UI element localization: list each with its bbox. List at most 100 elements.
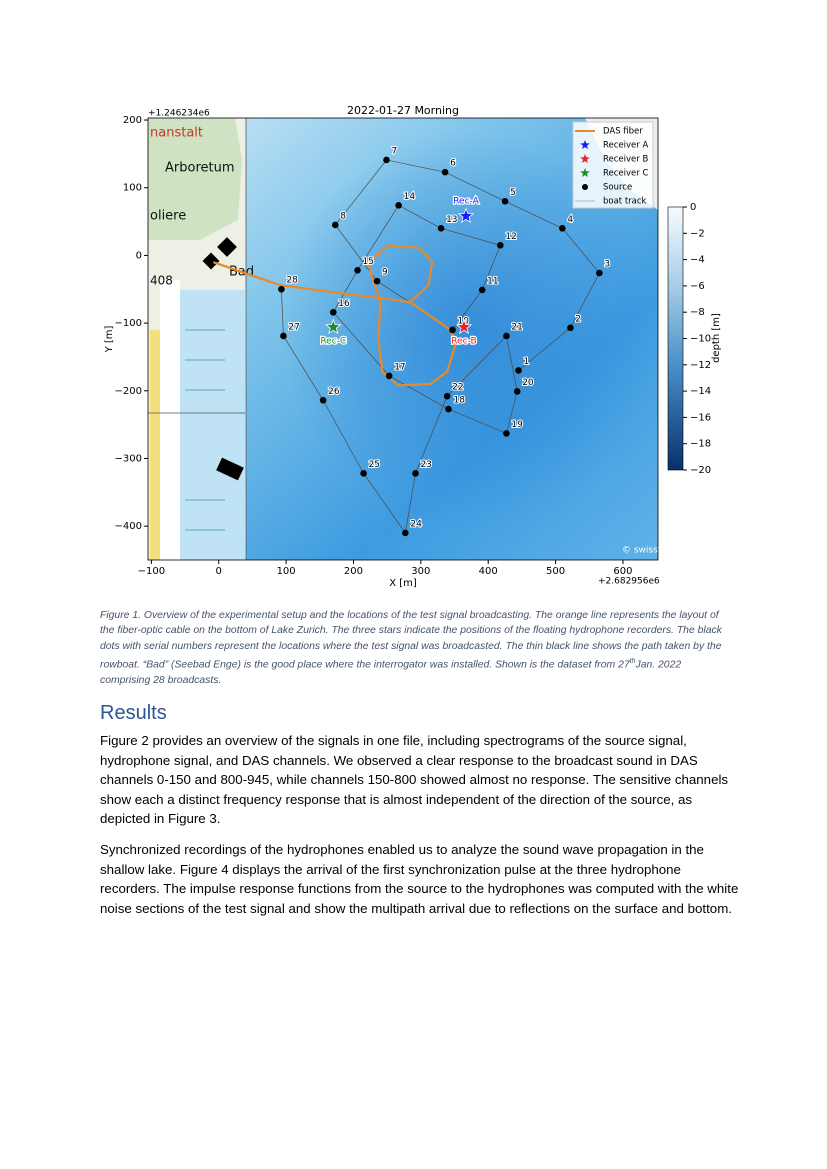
source-label: 19	[511, 420, 523, 430]
legend-label: boat track	[603, 197, 647, 207]
figure-caption: Figure 1. Overview of the experimental s…	[100, 608, 728, 689]
source-label: 27	[288, 322, 299, 332]
source-point	[503, 332, 510, 340]
legend-marker	[580, 140, 590, 149]
x-tick-label: 0	[216, 566, 222, 577]
legend	[572, 121, 654, 209]
source-label: 18	[453, 396, 465, 406]
x-tick-label: 600	[613, 566, 632, 577]
source-label: 8	[340, 211, 346, 221]
colorbar-label: depth [m]	[711, 313, 722, 363]
colorbar-tick-label: −4	[690, 255, 705, 266]
source-point	[437, 225, 445, 232]
legend-label: DAS fiber	[603, 127, 643, 137]
source-label: 11	[487, 276, 498, 286]
receiver-star	[455, 318, 473, 335]
source-label: 21	[511, 322, 522, 332]
source-label: 3	[604, 260, 610, 270]
colorbar-tick-label: −20	[690, 465, 711, 476]
source-label: 26	[328, 387, 340, 397]
source-point	[567, 324, 574, 332]
paragraph: Synchronized recordings of the hydrophon…	[100, 842, 739, 916]
source-label: 22	[452, 383, 463, 393]
source-label: 15	[363, 257, 374, 267]
source-label: 17	[394, 362, 405, 372]
source-label: 7	[391, 146, 397, 156]
source-label: 16	[338, 299, 350, 309]
fiber-line	[212, 244, 457, 387]
source-point	[443, 392, 451, 400]
colorbar-tick-label: −12	[690, 360, 711, 371]
legend-marker	[580, 168, 590, 177]
source-label: 2	[575, 314, 581, 324]
source-point	[383, 156, 390, 164]
receiver-label: Rec-C	[320, 337, 346, 347]
source-point	[497, 241, 504, 249]
colorbar-tick-label: −16	[690, 412, 711, 423]
chart-title: 2022-01-27 Morning	[347, 104, 459, 117]
caption-text: Jan. 2022 comprising 28 broadcasts.	[100, 659, 682, 687]
y-offset: +1.246234e6	[148, 109, 210, 119]
source-point	[412, 470, 419, 477]
source-label: 23	[420, 460, 431, 470]
legend-label: Receiver B	[603, 155, 648, 165]
map-label: © swisstopo	[622, 546, 679, 556]
section-heading: Results	[100, 702, 167, 724]
source-label: 1	[524, 357, 530, 367]
source-label: 4	[567, 215, 573, 225]
y-tick-label: −400	[115, 521, 142, 532]
y-tick-label: 0	[136, 250, 142, 261]
y-tick-label: −200	[115, 386, 142, 397]
x-axis-label: X [m]	[389, 578, 417, 589]
source-label: 25	[369, 460, 380, 470]
colorbar-tick-label: −2	[690, 228, 705, 239]
source-point	[278, 285, 285, 293]
legend-label: Source	[603, 183, 632, 193]
legend-marker	[582, 184, 588, 190]
y-tick-label: 100	[123, 183, 142, 194]
receiver-label: Rec-B	[451, 337, 476, 347]
source-point	[559, 225, 566, 232]
colorbar-tick-label: −6	[690, 281, 705, 292]
map-label: Arboretum	[165, 161, 235, 176]
boat-track	[281, 159, 600, 534]
source-label: 12	[505, 232, 516, 242]
source-point	[501, 197, 509, 205]
plot-frame	[147, 117, 659, 561]
figure: 2022-01-27 Morning +1.246234e6 +2.682956…	[104, 104, 722, 589]
y-axis-label: Y [m]	[104, 325, 115, 353]
source-point	[280, 332, 287, 340]
x-tick-label: 300	[411, 566, 430, 577]
source-label: 5	[510, 188, 516, 198]
source-label: 28	[286, 276, 298, 286]
x-tick-label: 200	[344, 566, 363, 577]
y-tick-label: −300	[115, 453, 142, 464]
source-point	[395, 202, 402, 209]
source-point	[385, 372, 393, 380]
receiver-star	[457, 207, 475, 224]
source-label: 24	[410, 519, 422, 529]
source-point	[596, 269, 603, 277]
source-point	[319, 396, 327, 404]
map-label: 408	[150, 274, 173, 288]
colorbar-tick-label: −8	[690, 307, 705, 318]
x-tick-label: −100	[138, 566, 165, 577]
map-label: oliere	[150, 209, 186, 224]
source-point	[402, 529, 409, 537]
y-tick-label: −100	[115, 318, 142, 329]
source-point	[503, 430, 510, 437]
x-tick-label: 500	[546, 566, 565, 577]
source-point	[478, 286, 486, 294]
source-label: 14	[404, 192, 416, 202]
source-label: 13	[446, 215, 457, 225]
source-point	[441, 168, 449, 176]
source-point	[354, 266, 361, 274]
source-point	[515, 367, 522, 374]
colorbar	[667, 206, 684, 471]
caption-text: Figure 1. Overview of the experimental s…	[100, 610, 722, 671]
map-label: nanstalt	[150, 126, 203, 141]
legend-label: Receiver C	[603, 169, 648, 179]
colorbar-tick-label: −18	[690, 439, 711, 450]
source-label: 9	[382, 268, 388, 278]
